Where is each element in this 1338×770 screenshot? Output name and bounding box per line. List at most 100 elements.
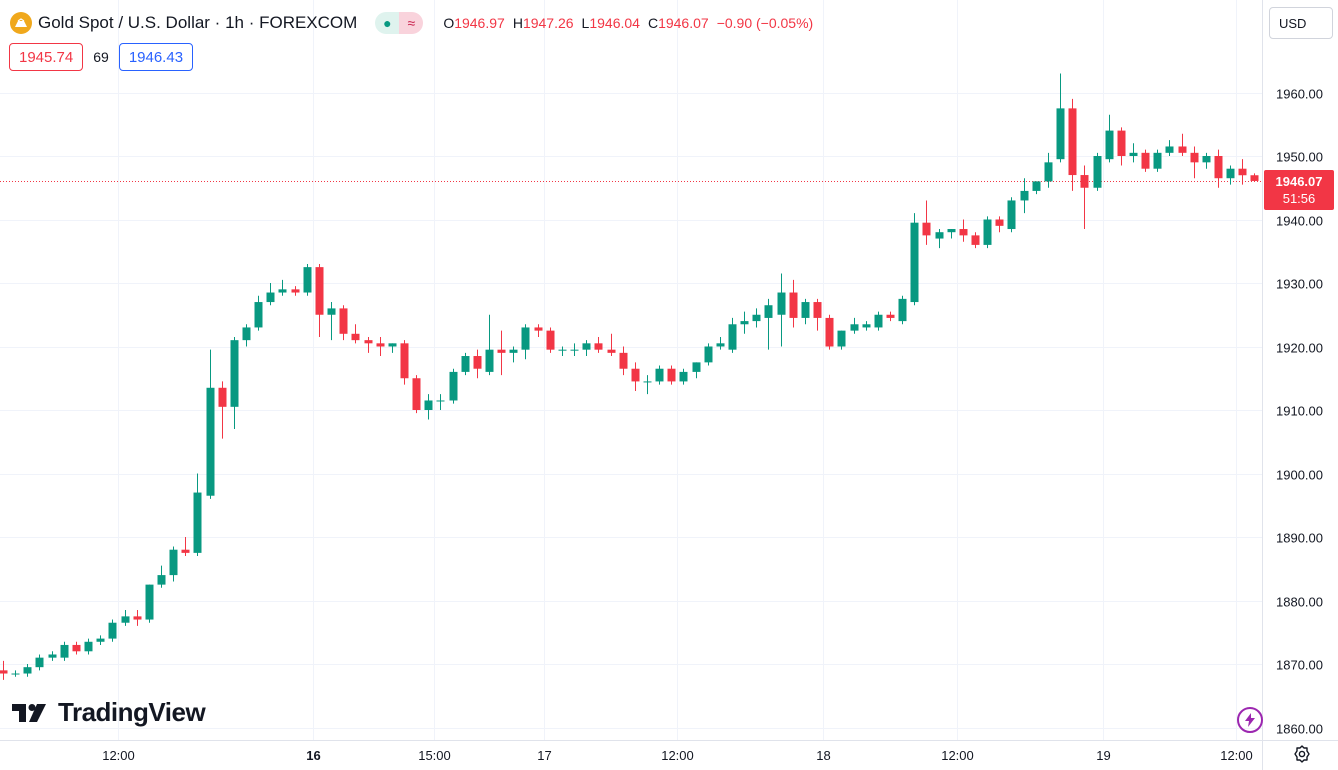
candle[interactable] — [364, 336, 373, 353]
sell-price-button[interactable]: 1945.74 — [9, 43, 84, 71]
candle[interactable] — [582, 340, 591, 357]
candle[interactable] — [521, 324, 530, 360]
candle[interactable] — [412, 375, 421, 414]
candle[interactable] — [752, 308, 761, 328]
candle[interactable] — [1226, 165, 1235, 185]
candle[interactable] — [181, 537, 190, 557]
candle[interactable] — [850, 317, 859, 334]
candle[interactable] — [570, 343, 579, 357]
candle[interactable] — [777, 273, 786, 347]
candle[interactable] — [837, 330, 846, 350]
candle[interactable] — [947, 229, 956, 239]
candle[interactable] — [910, 213, 919, 306]
candle[interactable] — [169, 546, 178, 582]
candle[interactable] — [424, 394, 433, 420]
candle[interactable] — [254, 295, 263, 331]
candle[interactable] — [789, 279, 798, 328]
candle[interactable] — [643, 375, 652, 395]
candle[interactable] — [704, 343, 713, 366]
candle[interactable] — [655, 365, 664, 385]
candle[interactable] — [388, 343, 397, 353]
candle[interactable] — [935, 229, 944, 249]
candle[interactable] — [96, 635, 105, 645]
candle[interactable] — [72, 641, 81, 655]
candle[interactable] — [1238, 159, 1247, 185]
candle[interactable] — [679, 368, 688, 385]
candle[interactable] — [607, 333, 616, 357]
candle[interactable] — [291, 286, 300, 296]
candle[interactable] — [0, 660, 8, 680]
candle[interactable] — [315, 263, 324, 337]
candle[interactable] — [1093, 152, 1102, 191]
candle[interactable] — [230, 336, 239, 430]
tradingview-logo[interactable]: TradingView — [12, 697, 206, 728]
candle[interactable] — [1214, 149, 1223, 188]
candle[interactable] — [266, 283, 275, 306]
candle[interactable] — [48, 651, 57, 661]
candle[interactable] — [436, 394, 445, 410]
candle[interactable] — [922, 200, 931, 245]
candle[interactable] — [1178, 133, 1187, 156]
candle[interactable] — [509, 346, 518, 363]
candle[interactable] — [1165, 140, 1174, 156]
candle[interactable] — [898, 295, 907, 325]
candle[interactable] — [303, 263, 312, 296]
candle[interactable] — [1032, 181, 1041, 195]
candle[interactable] — [84, 638, 93, 655]
candle[interactable] — [1044, 152, 1053, 188]
candle[interactable] — [971, 232, 980, 249]
candle[interactable] — [193, 473, 202, 557]
candle[interactable] — [1190, 146, 1199, 179]
currency-button[interactable]: USD — [1269, 7, 1333, 39]
candle[interactable] — [716, 336, 725, 350]
candle[interactable] — [449, 368, 458, 404]
candle[interactable] — [692, 362, 701, 379]
candle[interactable] — [631, 362, 640, 391]
candle[interactable] — [886, 311, 895, 322]
candle[interactable] — [11, 670, 20, 677]
candle[interactable] — [1105, 114, 1114, 163]
candle[interactable] — [60, 641, 69, 661]
candle[interactable] — [1080, 165, 1089, 230]
candle[interactable] — [1007, 197, 1016, 233]
candle[interactable] — [351, 324, 360, 344]
candle[interactable] — [1020, 178, 1029, 214]
candle[interactable] — [35, 654, 44, 671]
candle[interactable] — [461, 352, 470, 376]
candle[interactable] — [995, 216, 1004, 233]
candle[interactable] — [339, 305, 348, 341]
candle[interactable] — [1117, 127, 1126, 166]
candle[interactable] — [667, 365, 676, 385]
candle[interactable] — [594, 336, 603, 353]
candle[interactable] — [206, 349, 215, 499]
candle[interactable] — [497, 330, 506, 376]
candle[interactable] — [133, 610, 142, 626]
gold-coin-icon[interactable] — [10, 12, 32, 34]
candle[interactable] — [278, 279, 287, 296]
candle[interactable] — [108, 619, 117, 642]
candle[interactable] — [1141, 149, 1150, 172]
candle[interactable] — [145, 584, 154, 623]
candle[interactable] — [485, 314, 494, 376]
candle[interactable] — [1250, 173, 1259, 182]
candle[interactable] — [1056, 73, 1065, 163]
candle[interactable] — [619, 346, 628, 376]
candle[interactable] — [740, 311, 749, 334]
candle[interactable] — [1068, 98, 1077, 191]
settings-gear-icon[interactable] — [1292, 744, 1312, 764]
candle[interactable] — [983, 216, 992, 249]
candle[interactable] — [1202, 152, 1211, 169]
candle[interactable] — [801, 298, 810, 325]
candle[interactable] — [473, 349, 482, 379]
candle[interactable] — [874, 311, 883, 331]
candle[interactable] — [825, 314, 834, 350]
candle[interactable] — [23, 664, 32, 677]
candle[interactable] — [242, 324, 251, 347]
candle[interactable] — [218, 381, 227, 439]
symbol-title[interactable]: Gold Spot / U.S. Dollar · 1h · FOREXCOM — [38, 13, 358, 32]
candle[interactable] — [1153, 149, 1162, 172]
lightning-icon[interactable] — [1237, 707, 1263, 733]
candle[interactable] — [546, 327, 555, 353]
candle[interactable] — [862, 321, 871, 331]
